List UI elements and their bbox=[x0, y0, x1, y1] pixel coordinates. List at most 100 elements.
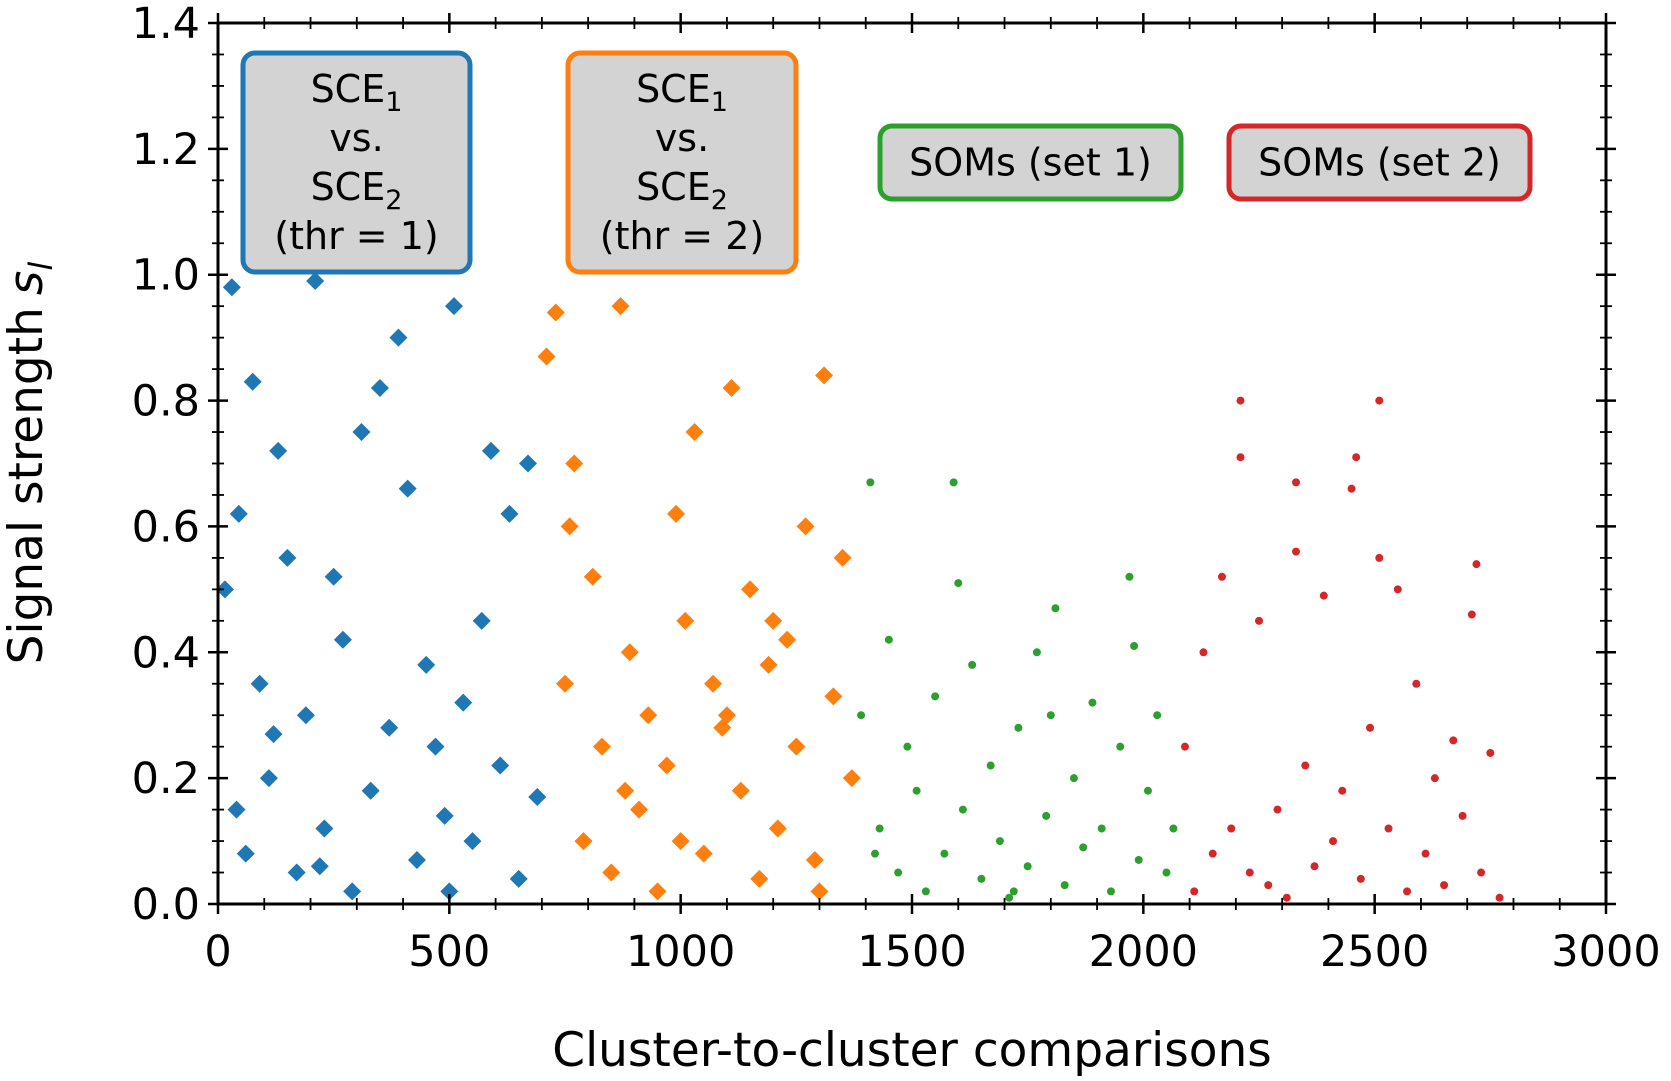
diamond-point bbox=[509, 869, 528, 888]
diamond-point bbox=[278, 548, 297, 567]
dot-point bbox=[1088, 698, 1097, 707]
dot-point bbox=[1449, 736, 1458, 745]
dot-point bbox=[931, 692, 940, 701]
dot-point bbox=[1125, 572, 1134, 581]
dot-point bbox=[1393, 585, 1402, 594]
annotation-text: (thr = 2) bbox=[600, 214, 764, 258]
diamond-point bbox=[667, 504, 686, 523]
diamond-point bbox=[657, 756, 676, 775]
diamond-point bbox=[454, 693, 473, 712]
dot-point bbox=[1403, 887, 1412, 896]
diamond-point bbox=[435, 806, 454, 825]
dot-point bbox=[857, 711, 866, 720]
dot-point bbox=[1366, 723, 1375, 732]
diamond-point bbox=[310, 857, 329, 876]
annotation-text-main: SCE bbox=[636, 67, 711, 111]
dot-point bbox=[1130, 641, 1139, 650]
dot-point bbox=[1153, 711, 1162, 720]
diamond-point bbox=[229, 504, 248, 523]
x-tick-label: 1500 bbox=[857, 927, 966, 977]
annotation-text-main: SOMs (set 1) bbox=[909, 141, 1152, 185]
dot-point bbox=[1352, 453, 1361, 462]
dot-point bbox=[1106, 887, 1115, 896]
dot-point bbox=[968, 660, 977, 669]
annotation-text-main: (thr = 2) bbox=[600, 214, 764, 258]
diamond-point bbox=[361, 781, 380, 800]
diamond-point bbox=[704, 674, 723, 693]
y-tick-label: 1.0 bbox=[132, 251, 200, 301]
dot-point bbox=[1347, 484, 1356, 493]
dot-point bbox=[1227, 824, 1236, 833]
annotation-text: SCE1 bbox=[311, 67, 403, 118]
annotation-box bbox=[240, 50, 473, 275]
annotation-text: vs. bbox=[655, 116, 709, 160]
y-tick-label: 0.0 bbox=[132, 880, 200, 930]
annotation-text: SCE1 bbox=[636, 67, 728, 118]
annotation-text-main: SOMs (set 2) bbox=[1258, 141, 1501, 185]
dot-point bbox=[1245, 868, 1254, 877]
diamond-point bbox=[227, 800, 246, 819]
diamond-point bbox=[676, 611, 695, 630]
dot-point bbox=[1217, 572, 1226, 581]
dot-point bbox=[1134, 855, 1143, 864]
diamond-point bbox=[250, 674, 269, 693]
diamond-point bbox=[296, 706, 315, 725]
dot-point bbox=[912, 786, 921, 795]
diamond-point bbox=[768, 819, 787, 838]
diamond-point bbox=[787, 737, 806, 756]
dot-point bbox=[1190, 887, 1199, 896]
annotation-text-main: (thr = 1) bbox=[274, 214, 438, 258]
annotation-text: SCE2 bbox=[311, 165, 403, 216]
diamond-point bbox=[370, 378, 389, 397]
diamond-point bbox=[750, 869, 769, 888]
x-tick-label: 0 bbox=[204, 927, 231, 977]
diamond-point bbox=[565, 454, 584, 473]
diamond-point bbox=[389, 328, 408, 347]
dot-point bbox=[1014, 723, 1023, 732]
dot-point bbox=[986, 761, 995, 770]
dot-point bbox=[1236, 453, 1245, 462]
dot-point bbox=[1079, 843, 1088, 852]
diamond-point bbox=[417, 655, 436, 674]
dot-point bbox=[1255, 616, 1263, 625]
diamond-point bbox=[574, 832, 593, 851]
diamond-point bbox=[407, 850, 426, 869]
dot-point bbox=[1292, 478, 1301, 487]
diamond-point bbox=[481, 441, 500, 460]
dot-point bbox=[1472, 560, 1481, 569]
diamond-point bbox=[694, 844, 713, 863]
dot-point bbox=[958, 805, 967, 814]
dot-point bbox=[894, 868, 903, 877]
diamond-point bbox=[243, 372, 262, 391]
diamond-point bbox=[630, 800, 649, 819]
dot-point bbox=[954, 579, 963, 588]
dot-point bbox=[1282, 893, 1291, 902]
dot-point bbox=[1199, 648, 1208, 657]
diamond-point bbox=[236, 844, 255, 863]
x-axis-label: Cluster-to-cluster comparisons bbox=[552, 1023, 1271, 1078]
dot-point bbox=[1051, 604, 1060, 613]
dot-point bbox=[1477, 868, 1486, 877]
diamond-point bbox=[731, 781, 750, 800]
dot-point bbox=[1338, 786, 1347, 795]
annotation-text-main: vs. bbox=[655, 116, 709, 160]
diamond-point bbox=[472, 611, 491, 630]
dot-point bbox=[1032, 648, 1041, 657]
dot-point bbox=[1301, 761, 1310, 770]
annotation-box bbox=[1226, 123, 1533, 202]
diamond-point bbox=[639, 706, 658, 725]
dot-point bbox=[1116, 742, 1125, 751]
diamond-point bbox=[583, 567, 602, 586]
dot-point bbox=[1060, 881, 1069, 890]
diamond-point bbox=[685, 423, 704, 442]
dot-point bbox=[1264, 881, 1273, 890]
dot-point bbox=[1319, 591, 1328, 600]
diamond-point bbox=[593, 737, 612, 756]
annotation-text: SOMs (set 1) bbox=[909, 141, 1152, 185]
diamond-point bbox=[440, 882, 459, 901]
diamond-point bbox=[648, 882, 667, 901]
dot-point bbox=[1069, 774, 1078, 783]
annotation-text: (thr = 1) bbox=[274, 214, 438, 258]
diamond-point bbox=[444, 297, 463, 316]
dot-point bbox=[1143, 786, 1152, 795]
